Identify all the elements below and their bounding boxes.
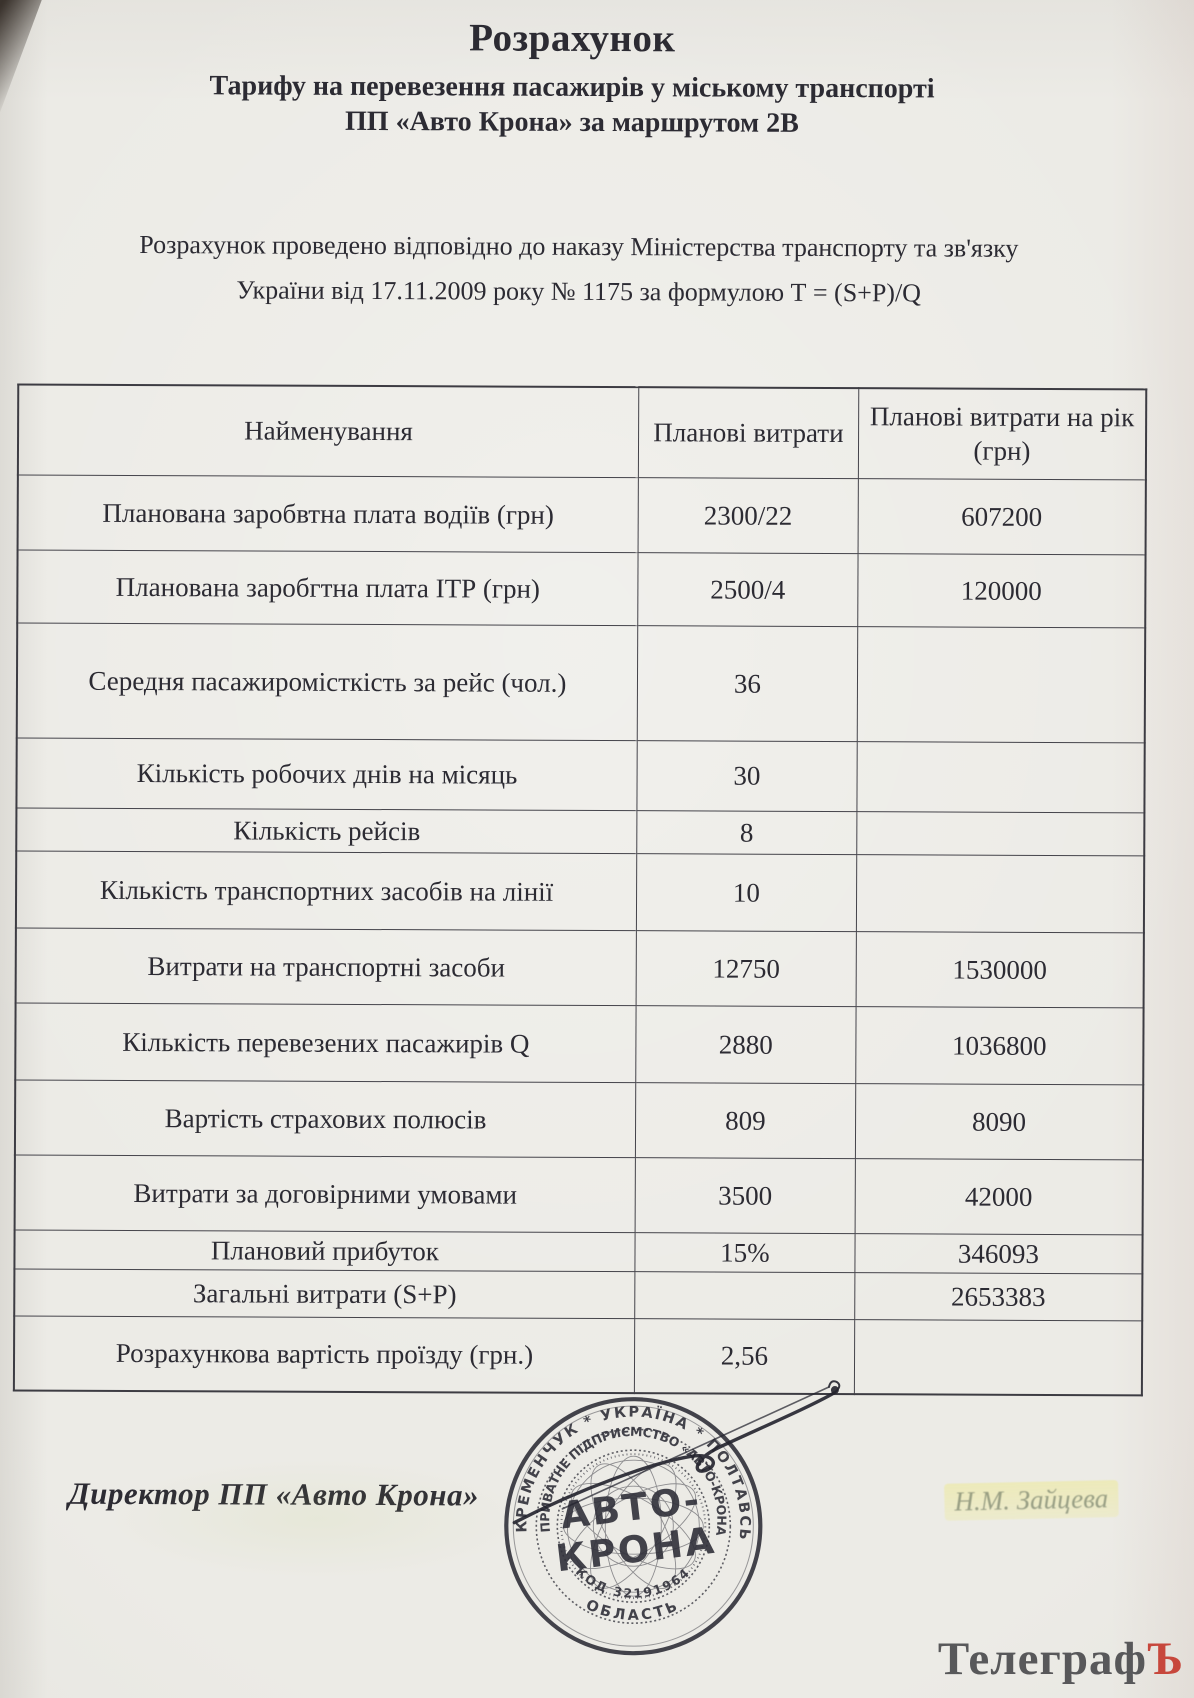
intro-paragraph: Розрахунок проведено відповідно до наказ… [2, 221, 1156, 316]
table-row: Кількість рейсів 8 [16, 807, 1145, 856]
intro-line1: Розрахунок проведено відповідно до наказ… [139, 229, 1019, 263]
cell-planned: 2300/22 [637, 477, 859, 554]
cell-yearly: 42000 [854, 1158, 1143, 1235]
table-row: Розрахункова вартість проїзду (грн.) 2,56 [13, 1315, 1143, 1396]
cell-planned: 8 [636, 810, 857, 855]
table-row: Кількість робочих днів на місяць 30 [16, 737, 1145, 813]
table-row: Кількість перевезених пасажирів Q 2880 103… [15, 1002, 1144, 1085]
cell-name: Планована заробвтна плата водіїв (грн) [17, 474, 639, 553]
table-row: Середня пасажиромісткість за рейс (чол.)… [16, 622, 1146, 743]
cell-planned: 30 [636, 740, 858, 812]
cell-planned: 15% [634, 1232, 855, 1273]
cell-name: Кількість перевезених пасажирів Q [15, 1002, 636, 1083]
cell-name: Загальні витрати (S+P) [14, 1268, 635, 1319]
cell-yearly: 8090 [855, 1083, 1144, 1160]
table-header: Найменування Планові витрати Планові вит… [17, 384, 1147, 480]
cell-planned [634, 1271, 855, 1320]
watermark-accent: Ъ [1147, 1633, 1184, 1685]
cell-name: Планована заробгтна плата ІТР (грн) [17, 549, 638, 626]
watermark-main: Телеграф [937, 1633, 1148, 1685]
cell-name: Розрахункова вартість проїзду (грн.) [13, 1315, 635, 1394]
table-row: Вартість страхових полюсів 809 8090 [14, 1079, 1144, 1160]
cell-yearly: 2653383 [854, 1272, 1143, 1321]
intro-line2: України від 17.11.2009 року № 1175 за фо… [236, 275, 922, 308]
svg-text:ОБЛАСТЬ: ОБЛАСТЬ [583, 1597, 682, 1624]
col-header-name: Найменування [17, 384, 639, 478]
cell-yearly [856, 741, 1145, 813]
cell-planned: 809 [635, 1082, 856, 1159]
highlighter-smudge [35, 1437, 597, 1601]
cell-planned: 2880 [635, 1005, 856, 1084]
table-row: Загальні витрати (S+P) 2653383 [14, 1268, 1143, 1321]
table-row: Планована заробвтна плата водіїв (грн) 23… [17, 474, 1146, 555]
table-row: Плановий прибуток 15% 346093 [14, 1229, 1143, 1274]
cell-name: Витрати за договірними умовами [14, 1154, 636, 1233]
col-header-planned: Планові витрати [638, 387, 859, 479]
tariff-table: Найменування Планові витрати Планові вит… [12, 383, 1148, 1397]
title-block: Розрахунок Тарифу на перевезення пасажир… [2, 13, 1142, 142]
cell-yearly: 607200 [857, 478, 1146, 555]
cell-planned: 36 [637, 625, 858, 742]
cell-name: Кількість транспортних засобів на лінії [15, 850, 637, 931]
cell-name: Вартість страхових полюсів [14, 1079, 636, 1158]
cell-name: Кількість рейсів [16, 807, 637, 854]
cell-name: Середня пасажиромісткість за рейс (чол.) [16, 622, 638, 741]
document-subtitle-line1: Тарифу на перевезення пасажирів у місько… [209, 70, 935, 105]
table-row: Витрати на транспортні засоби 12750 153000… [15, 927, 1144, 1008]
cell-yearly [856, 854, 1145, 933]
cell-yearly: 346093 [854, 1233, 1143, 1274]
cell-yearly: 1530000 [855, 931, 1144, 1008]
cell-yearly: 120000 [857, 553, 1146, 628]
cell-planned: 10 [636, 853, 857, 932]
cell-name: Плановий прибуток [14, 1229, 635, 1272]
signature-name: Н.М. Зайцева [944, 1480, 1119, 1521]
cell-yearly: 1036800 [855, 1006, 1144, 1085]
cell-yearly [854, 1319, 1143, 1396]
table-body: Планована заробвтна плата водіїв (грн) 23… [13, 474, 1146, 1396]
document-title: Розрахунок [469, 16, 676, 61]
cell-name: Кількість робочих днів на місяць [16, 737, 638, 811]
cell-planned: 12750 [635, 930, 857, 1007]
watermark-telegraf: ТелеграфЪ [938, 1632, 1184, 1686]
header-row: Найменування Планові витрати Планові вит… [17, 384, 1147, 480]
document-subtitle-line2: ПП «Авто Крона» за маршрутом 2В [344, 105, 799, 139]
cell-yearly [856, 811, 1145, 856]
cell-yearly [857, 626, 1146, 743]
table-row: Кількість транспортних засобів на лінії 1… [15, 850, 1145, 933]
cell-planned: 3500 [634, 1157, 856, 1234]
cell-planned: 2,56 [634, 1318, 855, 1395]
table-row: Планована заробгтна плата ІТР (грн) 2500/… [17, 549, 1146, 628]
cell-planned: 2500/4 [637, 552, 858, 627]
cell-name: Витрати на транспортні засоби [15, 927, 637, 1006]
stamp-ring-outer-bottom-text: ОБЛАСТЬ [583, 1597, 682, 1624]
table-row: Витрати за договірними умовами 3500 42000 [14, 1154, 1143, 1235]
col-header-yearly: Планові витрати на рік (грн) [858, 388, 1147, 480]
